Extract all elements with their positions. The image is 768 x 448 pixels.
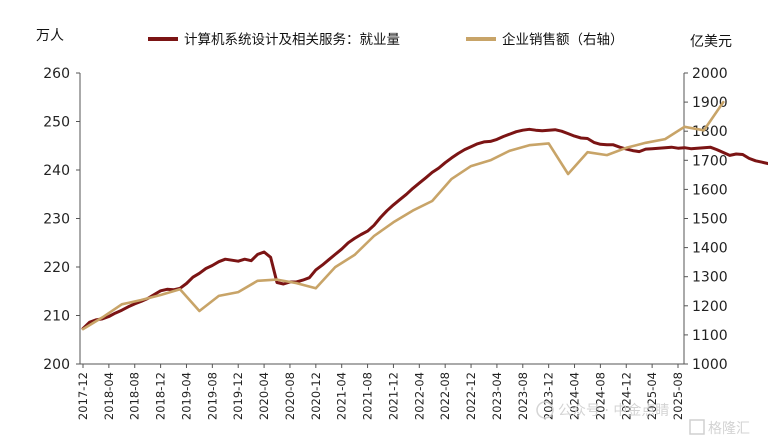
x-tick-label: 2025-04 bbox=[645, 372, 659, 420]
x-tick-label: 2024-08 bbox=[593, 372, 607, 420]
legend: 计算机系统设计及相关服务：就业量 企业销售额（右轴） bbox=[148, 31, 624, 48]
right-tick-label: 2000 bbox=[692, 66, 728, 82]
legend-label-sales: 企业销售额（右轴） bbox=[502, 31, 624, 48]
x-tick-label: 2018-04 bbox=[102, 372, 116, 420]
x-tick-label: 2023-08 bbox=[516, 372, 530, 420]
x-tick-label: 2024-12 bbox=[619, 372, 633, 420]
x-tick-label: 2019-04 bbox=[179, 372, 193, 420]
left-tick-label: 260 bbox=[43, 66, 70, 82]
x-tick-label: 2025-08 bbox=[671, 372, 685, 420]
x-tick-label: 2019-12 bbox=[231, 372, 245, 420]
right-tick-label: 1200 bbox=[692, 299, 728, 315]
x-tick-label: 2021-08 bbox=[361, 372, 375, 420]
right-tick-label: 1100 bbox=[692, 328, 728, 344]
right-tick-label: 1400 bbox=[692, 241, 728, 257]
x-tick-label: 2022-12 bbox=[464, 372, 478, 420]
x-axis: 2017-12 2018-04 2018-08 2018-12 2019-04 2019-… bbox=[76, 363, 685, 420]
right-tick-label: 1800 bbox=[692, 124, 728, 140]
right-tick-label: 1700 bbox=[692, 153, 728, 169]
x-tick-label: 2023-12 bbox=[542, 372, 556, 420]
left-axis: 200 210 220 230 240 250 260 bbox=[43, 66, 81, 373]
left-tick-label: 250 bbox=[43, 115, 70, 131]
legend-label-employment: 计算机系统设计及相关服务：就业量 bbox=[184, 32, 400, 48]
x-tick-label: 2018-08 bbox=[128, 372, 142, 420]
series-layer bbox=[81, 100, 768, 331]
x-tick-label: 2024-04 bbox=[568, 372, 582, 420]
x-tick-label: 2017-12 bbox=[76, 372, 90, 420]
x-tick-label: 2019-08 bbox=[205, 372, 219, 420]
x-tick-label: 2021-12 bbox=[386, 372, 400, 420]
watermark-text: 公众号 · 中金点睛 bbox=[558, 403, 669, 419]
series-line-sales bbox=[81, 100, 725, 331]
right-tick-label: 1000 bbox=[692, 357, 728, 373]
series-line-employment bbox=[81, 127, 768, 331]
left-axis-unit: 万人 bbox=[36, 28, 64, 44]
x-tick-label: 2018-12 bbox=[154, 372, 168, 420]
left-tick-label: 200 bbox=[43, 357, 70, 373]
x-tick-label: 2020-08 bbox=[283, 372, 297, 420]
wechat-icon bbox=[536, 401, 554, 419]
right-axis-unit: 亿美元 bbox=[690, 34, 732, 50]
left-tick-label: 230 bbox=[43, 212, 70, 228]
x-tick-label: 2022-04 bbox=[412, 372, 426, 420]
left-tick-label: 240 bbox=[43, 163, 70, 179]
right-tick-label: 1300 bbox=[692, 270, 728, 286]
right-axis: 1000110012001300140015001600170018001900… bbox=[683, 66, 728, 373]
x-tick-label: 2022-08 bbox=[438, 372, 452, 420]
watermark-text-2: 格隆汇 bbox=[708, 421, 750, 437]
watermark: 公众号 · 中金点睛 格隆汇 bbox=[536, 401, 750, 437]
x-tick-label: 2023-04 bbox=[490, 372, 504, 420]
x-tick-label: 2021-04 bbox=[335, 372, 349, 420]
right-tick-label: 1600 bbox=[692, 182, 728, 198]
right-tick-label: 1500 bbox=[692, 212, 728, 228]
x-tick-label: 2020-04 bbox=[257, 372, 271, 420]
left-tick-label: 210 bbox=[43, 309, 70, 325]
watermark-logo-icon bbox=[689, 419, 705, 435]
left-tick-label: 220 bbox=[43, 260, 70, 276]
x-tick-label: 2020-12 bbox=[309, 372, 323, 420]
